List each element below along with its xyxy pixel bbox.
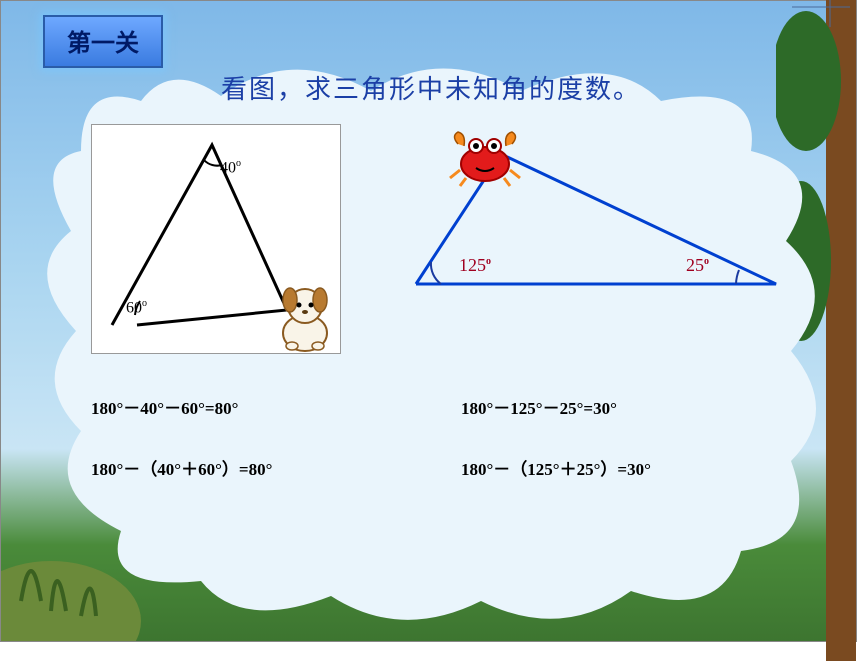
content-area: 看图，求三角形中未知角的度数。 40o 60o bbox=[61, 61, 801, 601]
equations-right: 180°－125°－25°=30° 180°－（125°＋25°）=30° bbox=[431, 394, 801, 516]
eq-2-b: 180°－（125°＋25°）=30° bbox=[461, 455, 801, 480]
eq-2-a: 180°－125°－25°=30° bbox=[461, 394, 801, 419]
angle-60: 60o bbox=[126, 298, 147, 317]
angle-125: 125o bbox=[459, 255, 491, 276]
angle-25: 25o bbox=[686, 255, 709, 276]
level-tag-text: 第一关 bbox=[67, 31, 139, 57]
corner-decoration bbox=[792, 0, 852, 29]
triangle-2-svg bbox=[381, 134, 781, 314]
dog-icon bbox=[270, 278, 340, 356]
eq-1-a: 180°－40°－60°=80° bbox=[91, 394, 431, 419]
figure-2: 125o 25o bbox=[381, 134, 781, 314]
stage: 第一关 看图，求三角形中未知角的度数。 40o 60o bbox=[0, 0, 857, 642]
equations-area: 180°－40°－60°=80° 180°－（40°＋60°）=80° 180°… bbox=[61, 394, 801, 516]
equations-left: 180°－40°－60°=80° 180°－（40°＋60°）=80° bbox=[61, 394, 431, 516]
angle-40: 40o bbox=[220, 158, 241, 177]
eq-1-b: 180°－（40°＋60°）=80° bbox=[91, 455, 431, 480]
figure-1: 40o 60o bbox=[91, 124, 341, 354]
crab-icon bbox=[446, 124, 524, 188]
page-title: 看图，求三角形中未知角的度数。 bbox=[61, 69, 801, 106]
figure-row: 40o 60o bbox=[61, 124, 801, 354]
